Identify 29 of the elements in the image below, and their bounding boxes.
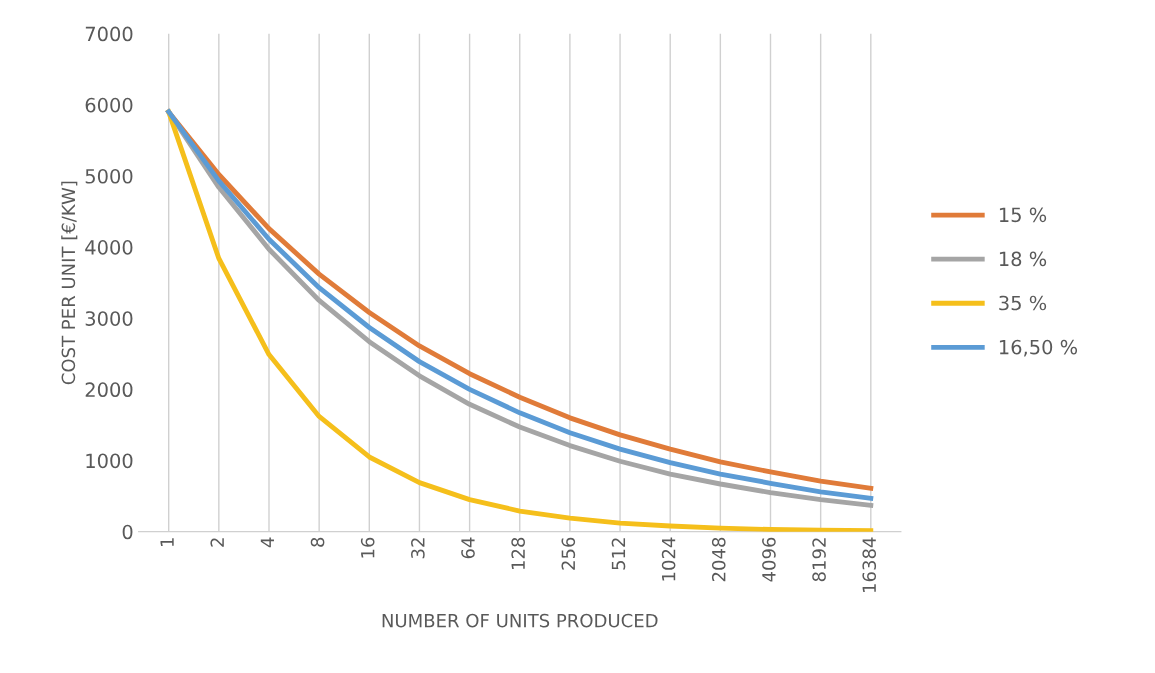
x-tick-label: 8192 xyxy=(812,538,826,582)
x-tick-label: 1 xyxy=(160,538,174,547)
x-tick-label: 4 xyxy=(260,537,274,548)
y-tick-label: 7000 xyxy=(85,26,133,42)
y-tick-label: 0 xyxy=(122,524,133,540)
x-tick-label: 128 xyxy=(511,537,525,570)
x-axis-title: NUMBER OF UNITS PRODUCED xyxy=(382,613,658,628)
y-tick-label: 5000 xyxy=(85,168,133,184)
y-tick-label: 1000 xyxy=(86,453,133,469)
x-tick-label: 4096 xyxy=(762,537,776,582)
x-tick-label: 2048 xyxy=(711,537,726,582)
x-tick-label: 1024 xyxy=(661,537,676,581)
x-tick-label: 2 xyxy=(210,538,224,547)
y-tick-label: 4000 xyxy=(85,240,133,255)
y-tick-label: 3000 xyxy=(85,311,133,326)
legend-label: 16,50 % xyxy=(999,339,1078,357)
x-tick-label: 32 xyxy=(411,538,425,559)
y-tick-label: 6000 xyxy=(85,97,133,113)
x-tick-label: 16384 xyxy=(862,537,877,592)
legend-label: 35 % xyxy=(999,295,1047,311)
y-axis-title: COST PER UNIT [€/KW] xyxy=(61,181,78,385)
x-tick-label: 512 xyxy=(611,538,626,570)
x-tick-label: 256 xyxy=(561,537,576,570)
x-tick-label: 8 xyxy=(310,537,325,547)
x-tick-label: 16 xyxy=(360,537,375,558)
legend-label: 18 % xyxy=(999,251,1047,267)
y-tick-label: 2000 xyxy=(85,382,133,398)
x-tick-label: 64 xyxy=(461,537,475,559)
legend-label: 15 % xyxy=(999,207,1047,223)
